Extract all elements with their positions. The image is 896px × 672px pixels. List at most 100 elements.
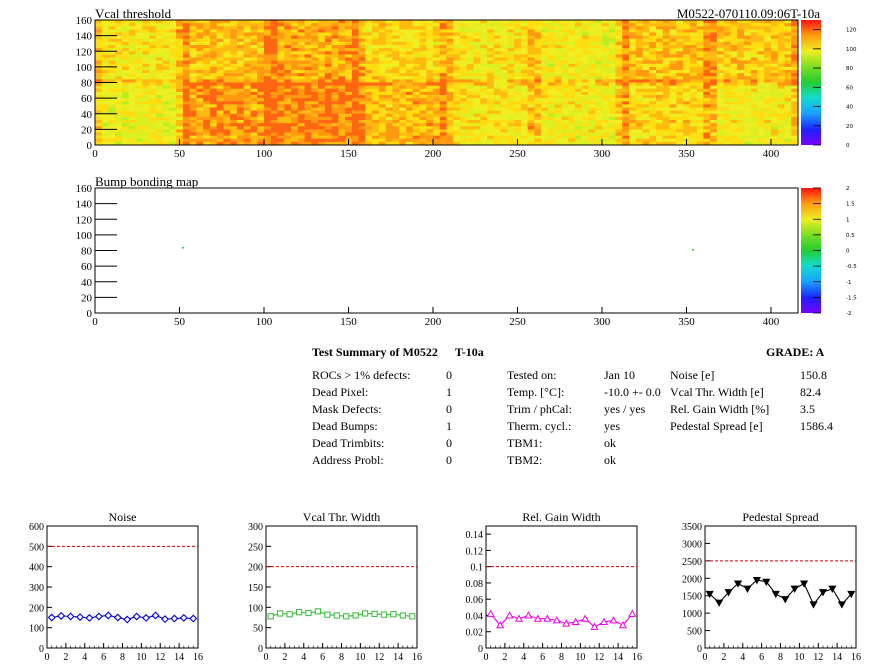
heatmap-cell bbox=[568, 91, 576, 96]
y-tick-label: 0 bbox=[697, 644, 702, 655]
heatmap-cell bbox=[514, 45, 522, 49]
heatmap-cell bbox=[615, 113, 623, 118]
heatmap-cell bbox=[757, 135, 765, 140]
heatmap-cell bbox=[601, 76, 610, 80]
heatmap-cell bbox=[351, 88, 360, 93]
heatmap-cell bbox=[412, 138, 420, 143]
heatmap-cell bbox=[284, 60, 292, 65]
heatmap-cell bbox=[176, 113, 184, 118]
heatmap-cell bbox=[311, 51, 319, 55]
heatmap-cell bbox=[608, 60, 616, 65]
heatmap-cell bbox=[311, 29, 319, 33]
heatmap-cell bbox=[791, 88, 799, 93]
heatmap-cell bbox=[601, 35, 610, 40]
heatmap-cell bbox=[770, 45, 779, 49]
heatmap-cell bbox=[615, 60, 623, 65]
heatmap-cell bbox=[487, 135, 495, 140]
heatmap-cell bbox=[345, 116, 353, 121]
heatmap-cell bbox=[460, 126, 468, 130]
heatmap-cell bbox=[412, 41, 420, 46]
heatmap-cell bbox=[784, 20, 792, 24]
heatmap-cell bbox=[128, 79, 136, 83]
heatmap-cell bbox=[196, 54, 204, 58]
heatmap-cell bbox=[446, 123, 454, 127]
heatmap-cell bbox=[223, 26, 231, 30]
heatmap-cell bbox=[378, 120, 387, 124]
heatmap-cell bbox=[561, 23, 569, 27]
heatmap-cell bbox=[703, 79, 711, 83]
heatmap-cell bbox=[128, 98, 136, 102]
heatmap-cell bbox=[108, 63, 116, 68]
heatmap-cell bbox=[223, 48, 231, 52]
heatmap-cell bbox=[304, 73, 312, 77]
heatmap-cell bbox=[135, 48, 143, 52]
heatmap-cell bbox=[209, 110, 218, 115]
heatmap-cell bbox=[182, 135, 191, 140]
heatmap-cell bbox=[162, 51, 170, 55]
data-point bbox=[571, 617, 580, 626]
heatmap-cell bbox=[297, 20, 305, 24]
heatmap-cell bbox=[601, 95, 610, 99]
heatmap-cell bbox=[493, 45, 501, 49]
heatmap-cell bbox=[595, 45, 603, 49]
heatmap-cell bbox=[629, 91, 637, 96]
heatmap-cell bbox=[284, 141, 292, 146]
heatmap-cell bbox=[392, 32, 400, 37]
heatmap-cell bbox=[662, 91, 670, 96]
heatmap-cell bbox=[635, 82, 643, 87]
heatmap-cell bbox=[696, 113, 704, 118]
heatmap-cell bbox=[669, 51, 677, 55]
data-point bbox=[505, 611, 514, 619]
heatmap-cell bbox=[723, 120, 731, 124]
heatmap-cell bbox=[439, 82, 447, 87]
heatmap-cell bbox=[345, 73, 353, 77]
heatmap-cell bbox=[696, 70, 704, 74]
heatmap-cell bbox=[554, 123, 562, 127]
heatmap-cell bbox=[561, 132, 569, 137]
heatmap-cell bbox=[446, 32, 454, 37]
heatmap-cell bbox=[95, 63, 103, 68]
heatmap-cell bbox=[216, 135, 224, 140]
heatmap-cell bbox=[270, 126, 278, 130]
heatmap-cell bbox=[162, 23, 170, 27]
heatmap-cell bbox=[635, 35, 643, 40]
scale-tick-label: 0 bbox=[846, 143, 850, 149]
heatmap-cell bbox=[324, 107, 332, 112]
heatmap-cell bbox=[703, 54, 711, 58]
heatmap-cell bbox=[439, 129, 447, 133]
heatmap-cell bbox=[473, 70, 481, 74]
heatmap-cell bbox=[291, 135, 299, 140]
heatmap-cell bbox=[507, 26, 515, 30]
heatmap-cell bbox=[629, 85, 637, 90]
heatmap-cell bbox=[554, 23, 562, 27]
heatmap-cell bbox=[169, 129, 177, 133]
heatmap-cell bbox=[372, 45, 380, 49]
heatmap-cell bbox=[263, 79, 272, 83]
heatmap-cell bbox=[331, 107, 339, 112]
y-tick-label: 2500 bbox=[682, 557, 702, 568]
heatmap-cell bbox=[284, 23, 292, 27]
heatmap-cell bbox=[635, 57, 643, 62]
heatmap-cell bbox=[689, 110, 698, 115]
heatmap-cell bbox=[588, 70, 596, 74]
heatmap-cell bbox=[595, 66, 603, 71]
heatmap-cell bbox=[439, 60, 447, 65]
heatmap-cell bbox=[122, 29, 130, 33]
heatmap-cell bbox=[615, 91, 623, 96]
heatmap-cell bbox=[595, 120, 603, 124]
heatmap-cell bbox=[541, 85, 549, 90]
heatmap-cell bbox=[135, 116, 143, 121]
heatmap-cell bbox=[601, 20, 610, 24]
heatmap-cell bbox=[520, 76, 529, 80]
heatmap-cell bbox=[520, 101, 529, 105]
heatmap-cell bbox=[176, 98, 184, 102]
heatmap-cell bbox=[487, 54, 495, 58]
heatmap-cell bbox=[791, 116, 799, 121]
heatmap-cell bbox=[466, 95, 474, 99]
heatmap-cell bbox=[142, 26, 150, 30]
heatmap-cell bbox=[466, 123, 474, 127]
heatmap-cell bbox=[703, 138, 711, 143]
heatmap-cell bbox=[662, 41, 670, 46]
heatmap-cell bbox=[196, 116, 204, 121]
heatmap-cell bbox=[392, 85, 400, 90]
